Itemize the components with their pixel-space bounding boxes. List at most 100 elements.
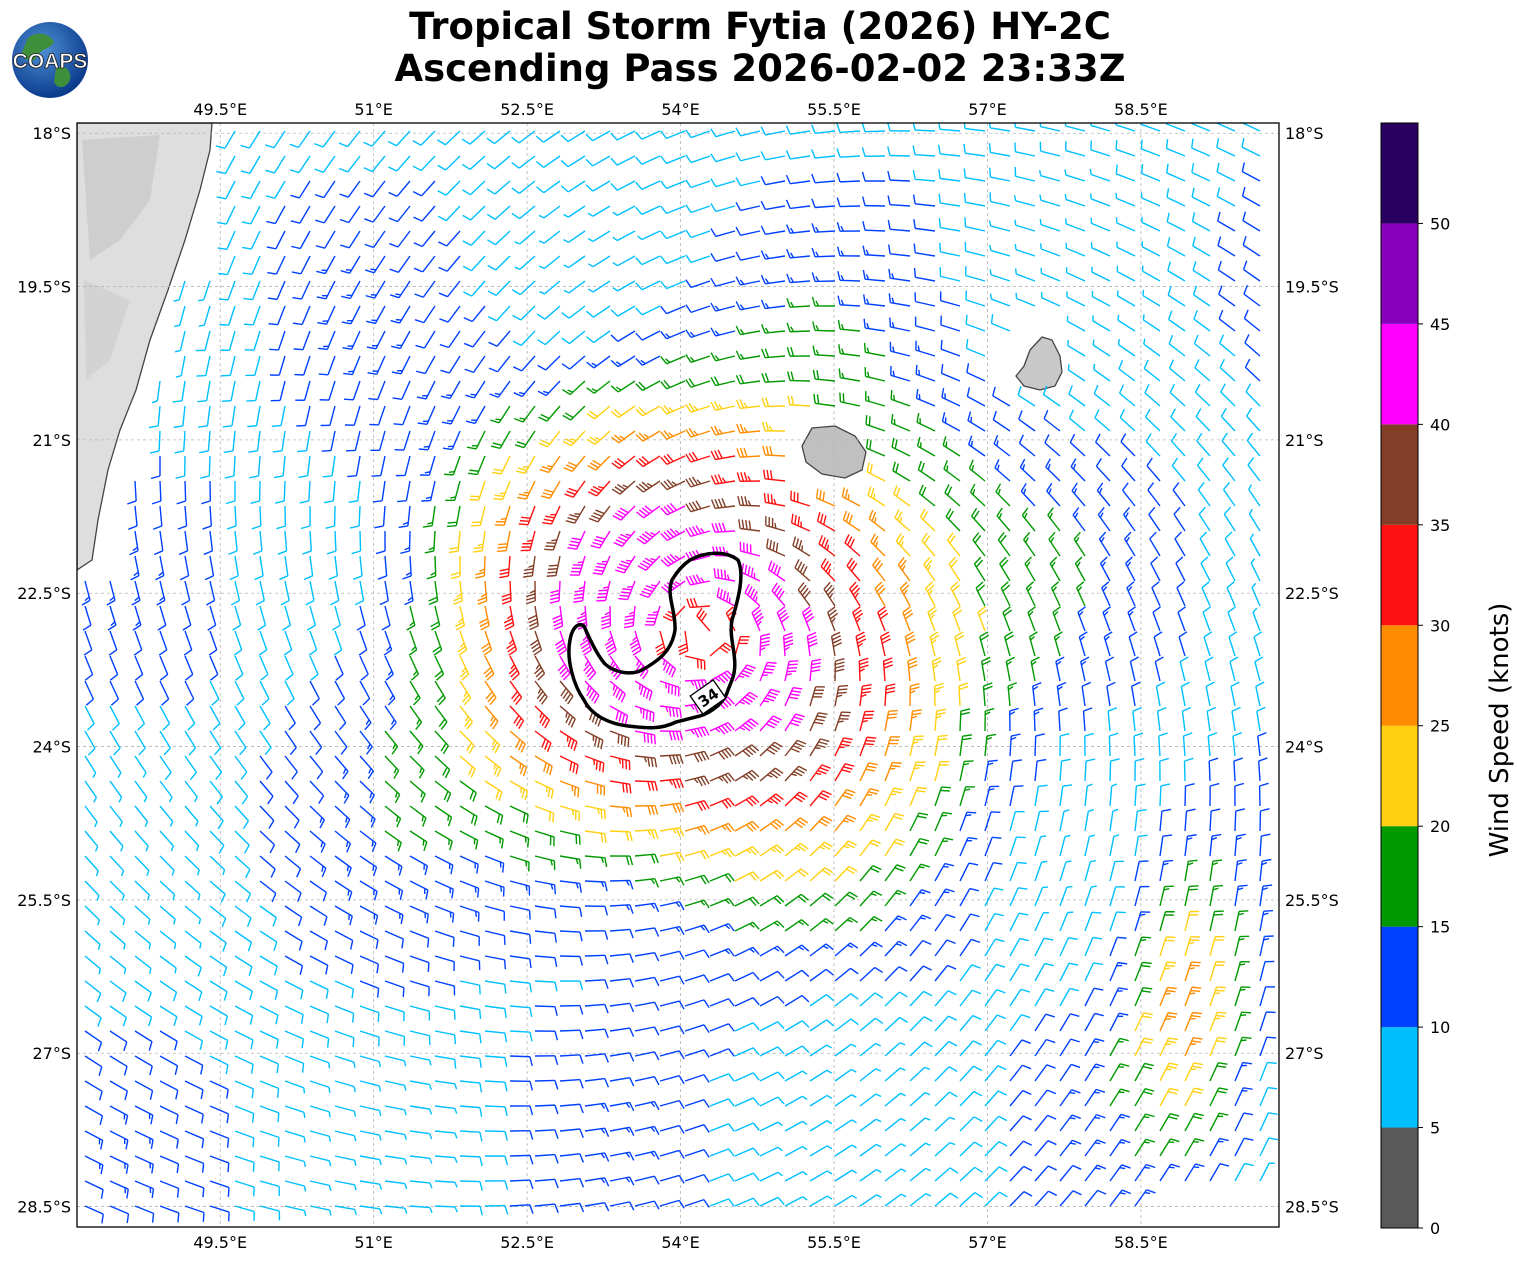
wind-barb: [468, 455, 486, 476]
wind-barb: [462, 205, 486, 221]
wind-barb: [1095, 433, 1111, 457]
wind-barb: [369, 405, 386, 426]
wind-barb: [207, 605, 217, 631]
wind-barb: [685, 378, 711, 388]
wind-barb: [174, 430, 186, 454]
wind-barb: [790, 490, 811, 507]
wind-barb: [201, 480, 212, 505]
wind-barb: [272, 430, 286, 453]
wind-barb: [1092, 339, 1111, 357]
wind-barb: [596, 580, 611, 602]
wind-barb: [999, 556, 1011, 582]
wind-barb: [685, 476, 711, 488]
wind-barb: [295, 380, 311, 401]
wind-barb: [938, 218, 961, 232]
wind-barb: [1071, 482, 1086, 507]
wind-barb: [512, 280, 536, 296]
wind-barb: [1191, 163, 1211, 182]
wind-barb: [766, 538, 786, 557]
wind-barb: [1066, 315, 1086, 332]
wind-barb: [315, 230, 336, 249]
wind-barb: [402, 555, 412, 580]
wind-barb: [377, 555, 388, 580]
wind-barb: [887, 219, 911, 232]
wind-barb: [635, 155, 661, 165]
wind-barb: [466, 430, 486, 450]
wind-barb: [267, 255, 286, 275]
wind-barb: [249, 455, 261, 479]
wind-barb: [1247, 457, 1261, 482]
wind-barb: [1069, 433, 1086, 457]
wind-barb: [1244, 334, 1261, 357]
wind-barb: [218, 280, 236, 301]
wind-barb: [760, 225, 786, 235]
wind-barb: [486, 180, 511, 195]
wind-barb: [486, 155, 511, 170]
wind-barb: [710, 474, 736, 485]
wind-barb: [738, 519, 761, 532]
wind-barb: [1014, 142, 1036, 157]
wind-barb: [989, 167, 1011, 182]
wind-barb: [585, 305, 611, 318]
wind-barb: [1199, 531, 1211, 557]
wind-barb: [297, 430, 311, 453]
wind-barb: [660, 379, 686, 390]
wind-barb: [157, 605, 167, 631]
wind-barb: [438, 230, 461, 247]
wind-barb: [685, 525, 711, 538]
wind-barb: [988, 220, 1011, 232]
wind-barb: [636, 505, 661, 519]
wind-barb: [861, 171, 886, 182]
wind-barb: [635, 405, 661, 417]
wind-barb: [471, 505, 486, 527]
colorbar-bin: [1381, 826, 1418, 927]
wind-barb: [511, 205, 536, 220]
wind-barb: [1220, 383, 1236, 407]
lon-tick-top: 55.5°E: [807, 100, 861, 119]
wind-barb: [765, 516, 786, 532]
wind-barb: [735, 325, 761, 336]
wind-barb: [989, 269, 1011, 282]
wind-barb: [1070, 458, 1086, 482]
wind-barb: [685, 279, 711, 289]
wind-barb: [588, 280, 611, 293]
wind-barb: [967, 435, 986, 457]
wind-barb: [587, 230, 611, 243]
wind-barb: [937, 144, 961, 157]
colorbar-bin: [1381, 1027, 1418, 1128]
wind-barb: [1099, 556, 1111, 582]
wind-barb: [82, 605, 92, 631]
wind-barb: [861, 147, 886, 158]
wind-barb: [612, 255, 636, 267]
title-line-1: Tropical Storm Fytia (2026) HY-2C: [409, 5, 1111, 48]
wind-barb: [1090, 242, 1111, 257]
wind-barb: [611, 480, 636, 495]
wind-barb: [1074, 556, 1086, 582]
wind-barb: [610, 405, 636, 418]
wind-barb: [419, 455, 436, 476]
wind-barb: [811, 247, 836, 258]
wind-barb: [785, 174, 811, 185]
wind-barb: [1140, 139, 1161, 157]
wind-barb: [868, 509, 886, 532]
wind-barb: [586, 355, 611, 369]
wind-barb: [486, 205, 511, 220]
wind-barb: [611, 430, 636, 444]
wind-barb: [1014, 123, 1036, 132]
wind-barb: [487, 305, 511, 322]
wind-barb: [536, 305, 561, 320]
wind-barb: [270, 380, 286, 402]
wind-barb: [660, 355, 686, 365]
wind-barb: [290, 205, 311, 224]
wind-barb: [1241, 162, 1261, 182]
wind-barb: [1120, 433, 1136, 457]
wind-barb: [1141, 241, 1161, 257]
wind-barb: [685, 500, 711, 513]
wind-barb: [269, 355, 286, 376]
wind-barb: [1097, 507, 1111, 532]
wind-barb: [218, 255, 236, 276]
wind-barb: [889, 341, 911, 357]
wind-barb: [182, 605, 192, 631]
wind-barb: [561, 380, 586, 396]
wind-barb: [294, 355, 311, 376]
